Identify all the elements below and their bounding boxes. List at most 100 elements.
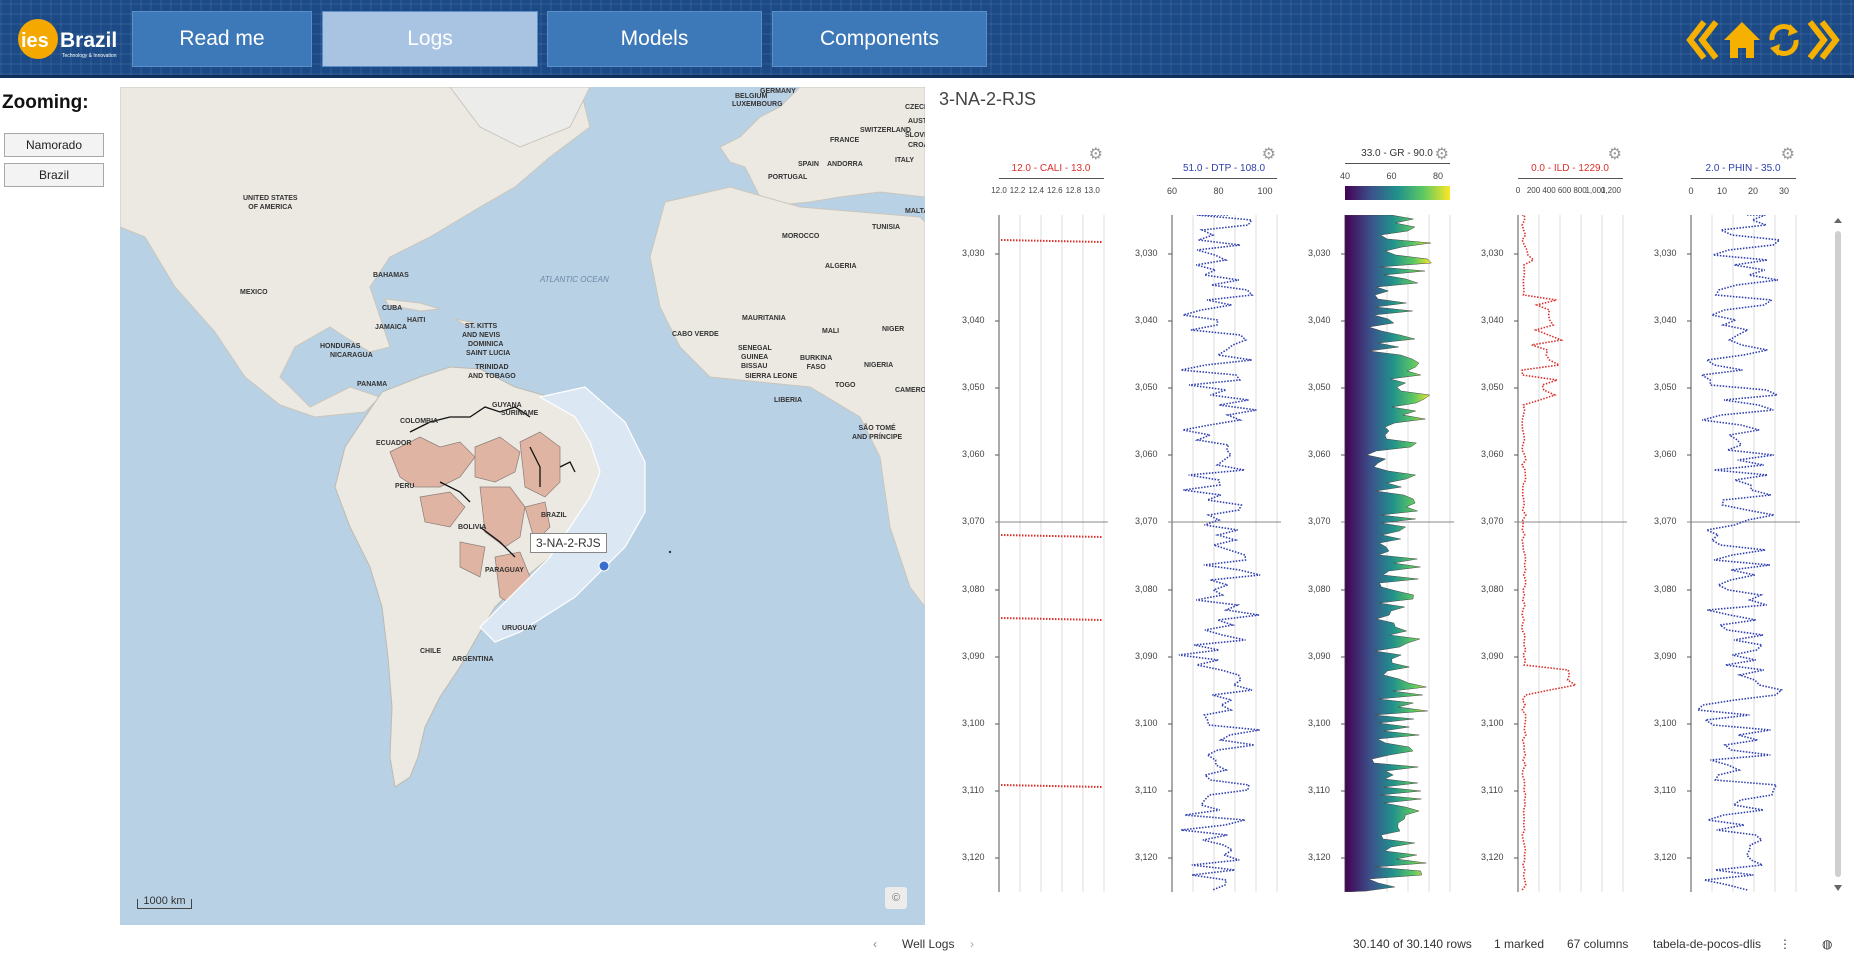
map-label: AUSTR [908,118,925,125]
refresh-icon[interactable] [1764,18,1804,62]
tick-label: 800 [1573,186,1587,195]
ocean-label: ATLANTIC OCEAN [540,275,609,284]
depth-label: 3,090 [1135,651,1158,661]
depth-label: 3,080 [962,584,985,594]
map-label: BELGIUM [735,93,768,100]
tick-label: 10 [1716,186,1728,196]
home-icon[interactable] [1722,18,1762,62]
marked-count: 1 marked [1494,937,1545,951]
depth-label: 3,110 [1654,785,1676,795]
track-title: 12.0 - CALI - 13.0 [1011,163,1091,174]
data-table-name[interactable]: tabela-de-pocos-dlis [1653,937,1762,951]
tick-label: 12.4 [1028,186,1044,195]
map-label: URUGUAY [502,625,537,632]
map-label: SENEGAL [738,345,772,352]
well-map[interactable]: GERMANY BELGIUM LUXEMBOURG CZECH AUSTR S… [120,87,925,925]
settings-gear-icon[interactable]: ⚙ [1088,146,1103,163]
map-label: ALGERIA [825,263,857,270]
ies-brazil-logo: ies Brazil Technology & Innovation [14,12,124,62]
depth-label: 3,060 [1654,449,1677,459]
tab-models[interactable]: Models [547,11,762,67]
log-track-plot[interactable] [995,215,1108,892]
next-page-chevron-icon[interactable]: › [970,937,974,951]
map-label: GUINEA [741,354,769,361]
tick-label: 13.0 [1084,186,1100,195]
tab-read-me[interactable]: Read me [132,11,312,67]
zoom-namorado-button[interactable]: Namorado [4,133,104,157]
map-label: MEXICO [240,289,268,296]
map-label: JAMAICA [375,324,407,331]
depth-label: 3,050 [1654,382,1677,392]
well-popup[interactable]: 3-NA-2-RJS [530,533,607,553]
tick-label: 12.2 [1009,186,1026,195]
map-label: SÃO TOMÉ AND PRÍNCIPE [852,425,903,441]
map-label: LUXEMBOURG [732,101,783,108]
depth-label: 3,090 [1654,651,1677,661]
map-label: HONDURAS [320,343,361,350]
tick-label: 60 [1386,171,1397,181]
map-label: ST. KITTS AND NEVIS [462,323,501,339]
settings-gear-icon[interactable]: ⚙ [1261,146,1276,163]
vertical-scrollbar[interactable] [1832,217,1844,893]
depth-label: 3,100 [1135,718,1158,728]
map-label: BURKINA FASO [800,355,833,371]
more-options-icon[interactable]: ⋮ [1779,937,1791,951]
prev-page-chevron-icon[interactable]: ‹ [873,937,877,951]
map-label: SWITZERLAND [860,127,911,134]
track-axis [1691,178,1796,179]
track-header: ⚙ 2.0 - PHIN - 35.0 0 10 20 30 [1683,130,1803,200]
log-track-plot[interactable] [1168,215,1281,892]
map-label: ANDORRA [827,161,863,168]
double-chevron-right-icon[interactable] [1806,18,1840,62]
depth-label: 3,060 [1135,449,1158,459]
tab-components[interactable]: Components [772,11,987,67]
map-label: PANAMA [357,381,388,388]
log-track-plot[interactable] [1687,215,1800,892]
map-label: CROA [908,142,925,149]
map-label: BISSAU [741,363,768,370]
tick-label: 12.8 [1065,186,1082,195]
depth-label: 3,070 [1135,516,1158,526]
row-count: 30.140 of 30.140 rows [1353,937,1472,951]
map-label: BOLIVIA [458,524,487,531]
log-curve [1344,215,1432,892]
svg-text:ies: ies [21,30,49,52]
depth-label: 3,040 [1135,315,1158,325]
depth-label: 3,040 [1654,315,1677,325]
zoom-brazil-button[interactable]: Brazil [4,163,104,187]
depth-label: 3,100 [1308,718,1331,728]
settings-gear-icon[interactable]: ⚙ [1607,146,1622,163]
map-label: BRAZIL [541,512,567,519]
settings-gear-icon[interactable]: ⚙ [1434,146,1449,163]
depth-label: 3,050 [1308,382,1331,392]
tick-label: 60 [1166,186,1178,196]
tick-label: 1,200 [1600,186,1622,195]
depth-label: 3,120 [1654,852,1677,862]
depth-label: 3,060 [1308,449,1331,459]
tick-label: 600 [1557,186,1572,195]
globe-icon[interactable]: ◍ [1822,937,1833,951]
depth-label: 3,100 [1481,718,1504,728]
depth-label: 3,030 [1308,248,1331,258]
depth-label: 3,080 [1135,584,1158,594]
map-label: BAHAMAS [373,272,409,279]
settings-gear-icon[interactable]: ⚙ [1780,146,1795,163]
scale-label: 1000 km [143,895,186,907]
colorbar [1345,186,1450,200]
tick-label: 80 [1432,171,1444,181]
zooming-label: Zooming: [2,92,89,113]
depth-label: 3,090 [1481,651,1504,661]
map-label: FRANCE [830,137,860,144]
double-chevron-left-icon[interactable] [1686,18,1720,62]
depth-label: 3,060 [1481,449,1504,459]
depth-label: 3,040 [1481,315,1504,325]
map-label: ECUADOR [376,440,412,447]
log-curve [1521,215,1578,891]
tab-logs[interactable]: Logs [322,11,538,67]
log-track-plot[interactable] [1341,215,1454,892]
depth-label: 3,070 [1654,516,1677,526]
info-icon[interactable]: © [885,887,907,909]
map-label: DOMINICA [468,341,504,348]
log-track-plot[interactable] [1514,215,1627,892]
depth-label: 3,110 [1135,785,1157,795]
